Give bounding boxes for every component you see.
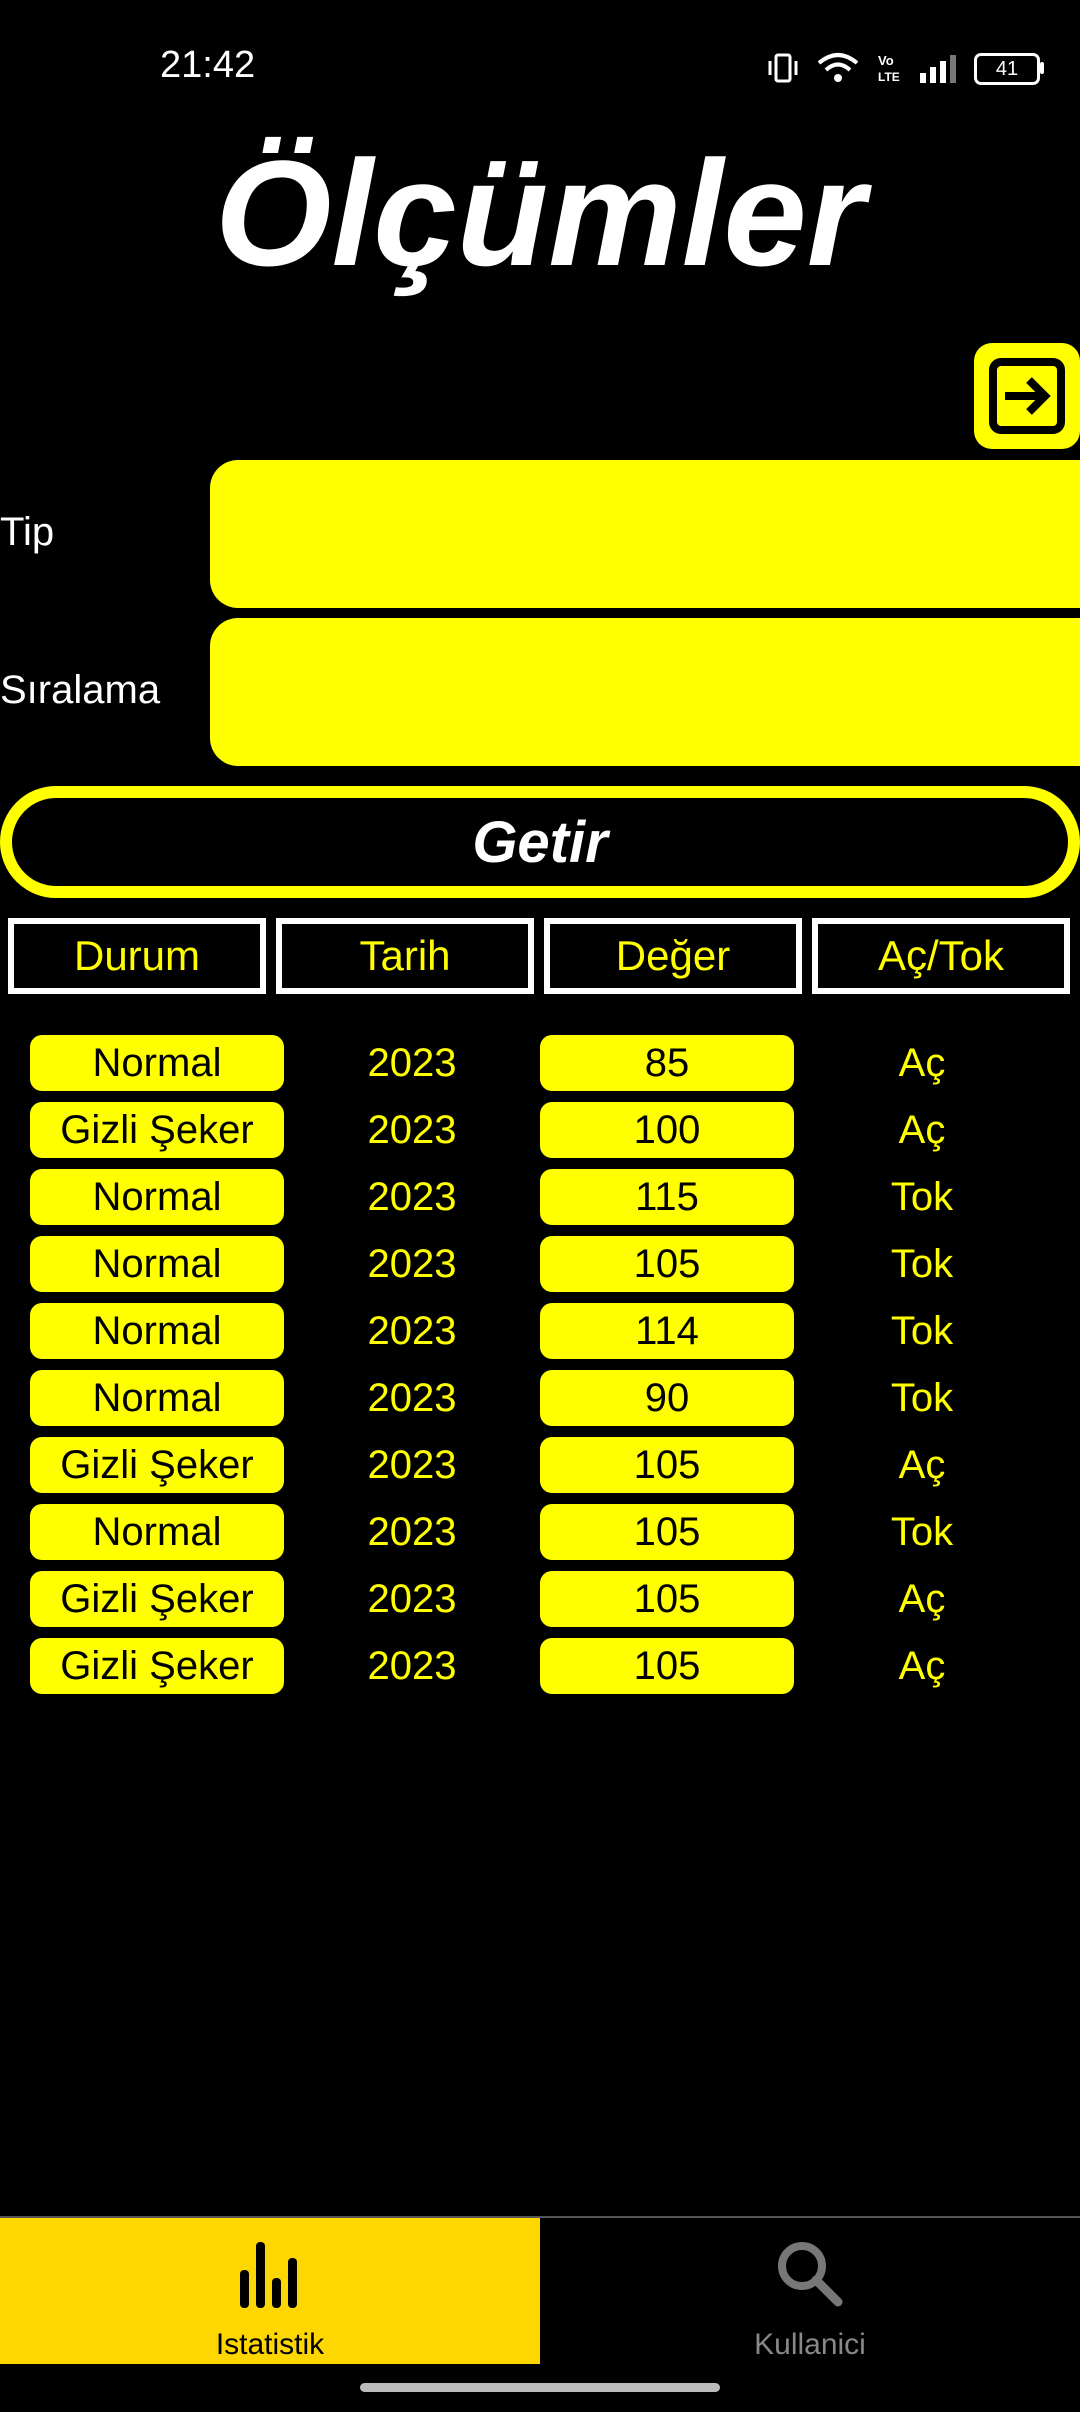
deger-cell: 85 (540, 1035, 794, 1091)
svg-text:Vo: Vo (878, 53, 894, 68)
tarih-cell: 2023 (367, 1576, 457, 1621)
nav-label-istatistik: Istatistik (215, 2328, 325, 2361)
durum-cell: Normal (30, 1303, 284, 1359)
actok-cell: Tok (890, 1174, 954, 1219)
actok-cell: Aç (898, 1107, 946, 1152)
nav-item-istatistik[interactable]: Istatistik (0, 2218, 540, 2364)
wifi-icon (817, 53, 859, 82)
tip-label: Tip (0, 510, 55, 554)
volte-icon: Vo LTE (878, 53, 900, 84)
deger-cell: 115 (540, 1169, 794, 1225)
durum-cell: Gizli Şeker (30, 1102, 284, 1158)
siralama-label: Sıralama (0, 668, 161, 712)
header-tarih: Tarih (276, 918, 534, 994)
tarih-cell: 2023 (367, 1643, 457, 1688)
deger-cell: 105 (540, 1571, 794, 1627)
actok-cell: Tok (890, 1375, 954, 1420)
deger-cell: 105 (540, 1437, 794, 1493)
exit-icon (989, 358, 1065, 434)
bar-chart-icon (240, 2242, 297, 2308)
deger-cell: 105 (540, 1504, 794, 1560)
actok-cell: Aç (898, 1442, 946, 1487)
tarih-cell: 2023 (367, 1241, 457, 1286)
tarih-cell: 2023 (367, 1107, 457, 1152)
deger-cell: 105 (540, 1236, 794, 1292)
deger-cell: 114 (540, 1303, 794, 1359)
durum-cell: Normal (30, 1035, 284, 1091)
getir-button[interactable]: Getir (0, 786, 1080, 898)
battery-icon: 41 (974, 53, 1044, 85)
deger-cell: 100 (540, 1102, 794, 1158)
tip-input[interactable] (210, 460, 1080, 608)
tarih-cell: 2023 (367, 1375, 457, 1420)
bottom-nav: Istatistik Kullanici (0, 2216, 1080, 2364)
status-time: 21:42 (160, 44, 256, 86)
actok-cell: Tok (890, 1308, 954, 1353)
nav-label-kullanici: Kullanici (754, 2328, 866, 2361)
durum-cell: Gizli Şeker (30, 1638, 284, 1694)
tarih-cell: 2023 (367, 1308, 457, 1353)
durum-cell: Gizli Şeker (30, 1437, 284, 1493)
header-durum: Durum (8, 918, 266, 994)
durum-cell: Normal (30, 1169, 284, 1225)
actok-cell: Aç (898, 1643, 946, 1688)
actok-cell: Tok (890, 1509, 954, 1554)
deger-cell: 105 (540, 1638, 794, 1694)
header-deger: Değer (544, 918, 802, 994)
siralama-input[interactable] (210, 618, 1080, 766)
tarih-cell: 2023 (367, 1174, 457, 1219)
page-title: Ölçümler (214, 129, 866, 297)
signal-icon (920, 55, 956, 83)
tarih-cell: 2023 (367, 1509, 457, 1554)
battery-level: 41 (995, 57, 1019, 80)
durum-cell: Gizli Şeker (30, 1571, 284, 1627)
deger-cell: 90 (540, 1370, 794, 1426)
durum-cell: Normal (30, 1504, 284, 1560)
durum-cell: Normal (30, 1370, 284, 1426)
actok-cell: Tok (890, 1241, 954, 1286)
status-icons: Vo LTE 41 (766, 48, 1044, 88)
svg-text:LTE: LTE (878, 70, 900, 84)
durum-cell: Normal (30, 1236, 284, 1292)
tarih-cell: 2023 (367, 1040, 457, 1085)
gesture-bar[interactable] (360, 2383, 720, 2392)
nav-item-kullanici[interactable]: Kullanici (540, 2218, 1080, 2364)
header-actok: Aç/Tok (812, 918, 1070, 994)
search-icon (778, 2242, 843, 2307)
tarih-cell: 2023 (367, 1442, 457, 1487)
vibrate-icon (768, 53, 798, 83)
actok-cell: Aç (898, 1040, 946, 1085)
logout-button[interactable] (974, 343, 1080, 449)
actok-cell: Aç (898, 1576, 946, 1621)
